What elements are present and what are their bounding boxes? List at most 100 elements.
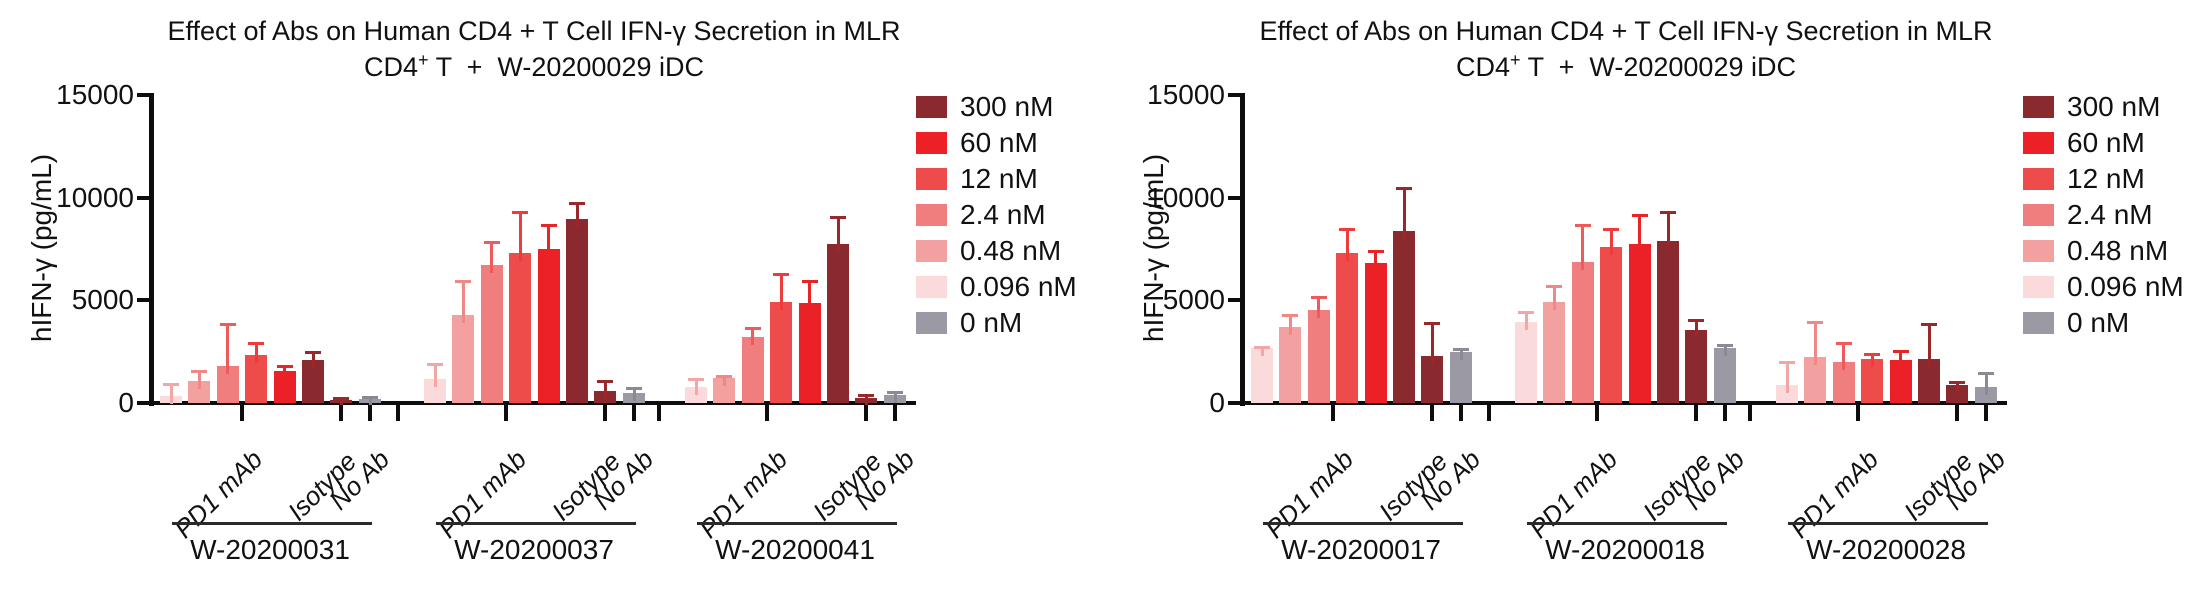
error-bar — [1374, 250, 1378, 272]
group-underline — [436, 522, 636, 525]
error-bar — [1609, 228, 1613, 255]
bar-pd1-mab — [216, 366, 239, 403]
group-underline — [1527, 522, 1727, 525]
bar-pd1-mab — [1628, 243, 1651, 403]
error-bar — [808, 279, 812, 312]
y-tick — [137, 93, 149, 97]
group-underline — [697, 522, 897, 525]
error-bar — [1260, 345, 1264, 356]
y-tick — [1228, 195, 1240, 200]
bar-pd1-mab — [1918, 358, 1940, 403]
legend-label: 12 nM — [2067, 163, 2145, 194]
legend: 300 nM 60 nM 12 nM 2.4 nM 0.48 nM 0.096 nM 0 n… — [916, 91, 1077, 348]
legend-swatch — [916, 132, 947, 154]
legend-swatch — [916, 276, 947, 298]
legend-swatch — [916, 168, 947, 190]
error-bar-cap — [1688, 318, 1704, 322]
group-underline — [1263, 522, 1463, 525]
bar-no-ab — [1714, 347, 1736, 403]
chart-title: Effect of Abs on Human CD4 + T Cell IFN-… — [1259, 16, 1993, 46]
bar-pd1-mab — [1307, 309, 1330, 403]
error-bar-cap — [1978, 372, 1994, 376]
error-bar — [779, 272, 783, 311]
error-bar-cap — [773, 272, 790, 276]
bar-pd1-mab — [741, 337, 764, 403]
bar-isotype — [1421, 355, 1443, 403]
error-bar-cap — [305, 350, 321, 354]
error-bar — [547, 224, 551, 257]
error-bar-cap — [1949, 381, 1965, 385]
y-tick-label: 15000 — [56, 79, 134, 110]
legend-item: 0.096 nM — [2023, 271, 2184, 302]
legend-label: 0 nM — [2067, 307, 2130, 338]
legend-item: 12 nM — [2023, 163, 2184, 194]
legend-item: 60 nM — [916, 127, 1077, 158]
x-tick — [504, 405, 508, 421]
bar-pd1-mab — [1364, 263, 1387, 403]
error-bar — [1317, 296, 1321, 318]
bar-pd1-mab — [798, 303, 821, 403]
error-bar-cap — [1339, 228, 1356, 232]
error-bar — [518, 211, 522, 262]
bar-pd1-mab — [1600, 246, 1623, 403]
error-bar — [603, 380, 607, 399]
bar-isotype — [1685, 330, 1707, 403]
y-tick — [137, 401, 149, 405]
bar-no-ab — [1450, 351, 1472, 403]
error-bar-cap — [626, 386, 642, 390]
error-bar — [433, 362, 437, 388]
error-bar-cap — [597, 380, 613, 384]
x-tick — [396, 405, 400, 421]
error-bar-cap — [1864, 352, 1881, 356]
legend-label: 0.096 nM — [960, 271, 1077, 302]
legend-label: 2.4 nM — [960, 199, 1046, 230]
bar-pd1-mab — [827, 243, 849, 403]
error-bar-cap — [540, 224, 557, 228]
bar-pd1-mab — [566, 219, 588, 403]
error-bar-cap — [1603, 228, 1620, 232]
error-bar-cap — [1546, 284, 1563, 288]
error-bar-cap — [1453, 347, 1469, 351]
error-bar — [864, 393, 868, 406]
legend-item: 300 nM — [916, 91, 1077, 122]
y-tick — [1228, 93, 1240, 97]
error-bar — [1723, 344, 1727, 356]
error-bar — [1459, 347, 1463, 360]
bar-pd1-mab — [1861, 358, 1884, 403]
group-label: W-20200041 — [715, 534, 875, 565]
x-tick — [657, 405, 661, 421]
error-bar-cap — [1518, 310, 1534, 314]
x-tick — [1430, 405, 1434, 421]
error-bar — [490, 240, 494, 274]
bar-pd1-mab — [188, 381, 211, 403]
error-bar-cap — [1835, 342, 1852, 346]
y-axis-label: hIFN-γ (pg/mL) — [1138, 153, 1169, 343]
error-bar — [632, 386, 636, 401]
x-axis-line — [154, 401, 916, 405]
error-bar — [575, 201, 579, 228]
x-tick — [603, 405, 607, 421]
bar-pd1-mab — [273, 371, 296, 403]
subtitle-superscript: + — [1510, 50, 1521, 70]
error-bar — [169, 383, 173, 404]
error-bar-cap — [163, 383, 179, 387]
error-bar — [368, 395, 372, 407]
x-tick — [1984, 405, 1988, 421]
legend-label: 300 nM — [2067, 91, 2161, 122]
error-bar-cap — [1367, 250, 1384, 254]
error-bar-cap — [1574, 224, 1591, 228]
legend-swatch — [2023, 276, 2054, 298]
subtitle-rest: T + W-20200029 iDC — [428, 52, 704, 82]
bar-pd1-mab — [1657, 240, 1679, 403]
error-bar — [1694, 318, 1698, 339]
legend-swatch — [2023, 312, 2054, 334]
legend-swatch — [2023, 204, 2054, 226]
legend-label: 0.48 nM — [2067, 235, 2169, 266]
error-bar — [1552, 284, 1556, 311]
legend-item: 0.48 nM — [2023, 235, 2184, 266]
group-label: W-20200017 — [1281, 534, 1441, 565]
bar-pd1-mab — [713, 378, 736, 403]
error-bar — [1288, 313, 1292, 336]
